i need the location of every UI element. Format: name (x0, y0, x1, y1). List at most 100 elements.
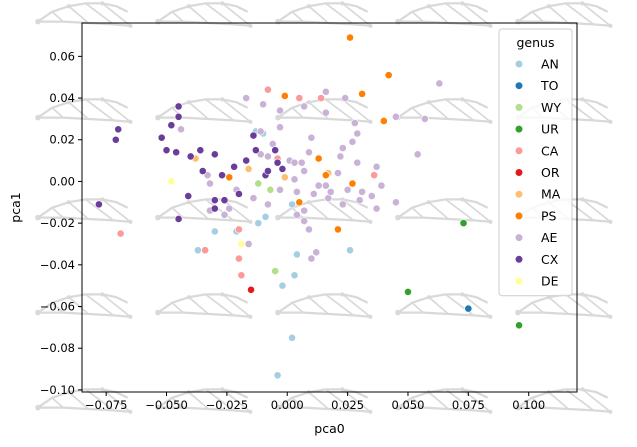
point-ae (367, 192, 376, 200)
point-ae (314, 181, 323, 190)
point-ae (305, 148, 313, 157)
point-ae (300, 167, 309, 175)
point-ae (350, 119, 359, 127)
point-cx (264, 167, 272, 175)
wing-illustration-3-4 (514, 291, 614, 321)
point-ps (346, 33, 354, 42)
point-ca (116, 229, 125, 238)
point-to (464, 304, 473, 313)
legend-marker-ur (514, 125, 524, 134)
y-tick-label: −0.06 (40, 300, 75, 314)
legend-label-ur: UR (541, 122, 559, 137)
point-cx (210, 204, 219, 213)
y-axis: −0.10 −0.08 −0.06 −0.04 −0.02 0.00 0.02 0.04 0.0… (40, 49, 82, 397)
legend-marker-ae (514, 233, 524, 242)
point-an (261, 212, 270, 221)
point-ae (300, 206, 309, 215)
point-ae (377, 181, 386, 190)
y-tick-label: −0.02 (40, 216, 75, 230)
point-ca (370, 171, 379, 180)
point-ca (317, 94, 325, 102)
point-ca (264, 85, 272, 94)
y-tick-label: −0.10 (40, 383, 75, 397)
point-ps (348, 179, 357, 188)
x-tick-label: 0.025 (331, 398, 364, 412)
wing-illustration-2-1 (154, 196, 254, 226)
point-ae (307, 254, 316, 263)
y-tick-label: −0.08 (40, 341, 75, 355)
legend-marker-or (514, 168, 524, 177)
point-ae (276, 123, 284, 132)
legend-label-de: DE (541, 274, 559, 289)
point-ae (276, 106, 284, 115)
point-ae (338, 144, 347, 152)
point-ae (392, 198, 400, 207)
wing-illustration-0-2 (274, 0, 374, 30)
point-ps (225, 173, 234, 182)
point-ae (300, 102, 309, 111)
point-ae (358, 187, 366, 196)
point-cx (273, 158, 282, 167)
point-ae (297, 158, 306, 167)
point-cx (157, 133, 166, 142)
legend-label-ma: MA (541, 187, 561, 202)
legend-marker-de (514, 276, 524, 286)
point-ae (242, 94, 251, 102)
point-ae (220, 210, 229, 219)
legend-marker-cx (514, 255, 524, 264)
point-ae (305, 225, 313, 234)
point-ps (379, 117, 388, 125)
point-ae (244, 240, 253, 248)
point-ae (372, 204, 381, 213)
point-wy (266, 185, 275, 194)
point-cx (210, 150, 219, 159)
legend-title: genus (517, 35, 555, 50)
point-ps (321, 171, 330, 180)
wing-illustration-3-3 (394, 291, 494, 321)
point-ca (201, 246, 210, 255)
point-an (273, 371, 282, 380)
point-or (247, 285, 255, 294)
point-cx (235, 190, 243, 198)
data-points (95, 33, 523, 380)
legend-marker-ca (514, 146, 524, 155)
x-tick-label: −0.025 (206, 398, 249, 412)
wing-illustration-0-4 (514, 0, 614, 30)
point-cx (242, 156, 251, 165)
point-ae (276, 185, 284, 194)
point-ps (384, 71, 393, 80)
point-ae (249, 194, 258, 203)
point-ur (404, 288, 412, 296)
point-cx (167, 121, 176, 130)
point-an (293, 250, 301, 259)
point-ps (334, 225, 342, 234)
point-ae (206, 179, 214, 188)
point-ps (314, 154, 323, 163)
legend-label-or: OR (541, 165, 560, 180)
point-ae (264, 152, 272, 161)
wing-illustration-1-3 (394, 96, 494, 126)
legend-label-wy: WY (541, 100, 561, 115)
point-cx (174, 215, 183, 223)
wing-illustration-0-0 (34, 0, 134, 30)
point-ca (235, 225, 243, 234)
point-ae (435, 79, 444, 88)
legend-box (498, 28, 573, 297)
legend-marker-ps (514, 211, 524, 220)
point-ae (336, 152, 345, 161)
point-ma (244, 165, 253, 173)
point-ae (312, 248, 321, 257)
point-an (346, 246, 354, 255)
point-ae (326, 187, 335, 196)
point-ae (290, 175, 299, 184)
point-ae (420, 114, 429, 123)
point-ur (459, 219, 468, 228)
point-cx (249, 131, 258, 140)
point-wy (254, 179, 263, 188)
point-cx (230, 162, 239, 171)
point-an (278, 281, 287, 290)
x-tick-label: −0.050 (145, 398, 188, 412)
x-tick-label: 0.050 (392, 398, 425, 412)
point-ae (225, 204, 234, 213)
